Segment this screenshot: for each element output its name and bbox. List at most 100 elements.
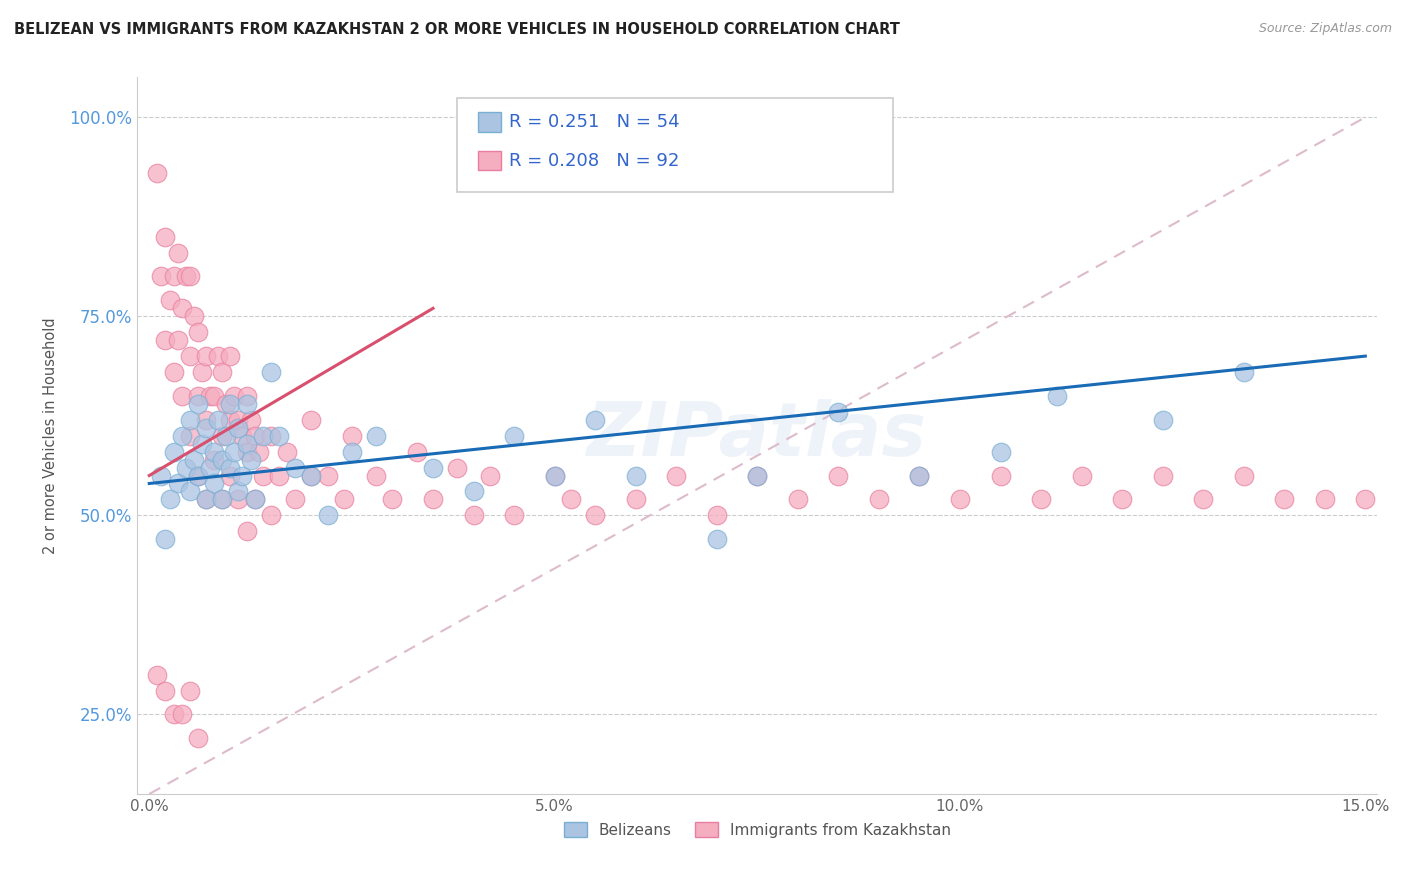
Point [170, 389, 193, 403]
Point [187, 731, 209, 746]
Point [235, 389, 257, 403]
Point [211, 492, 233, 507]
Point [235, 524, 257, 539]
Point [195, 413, 218, 427]
Point [170, 428, 193, 442]
Point [260, 428, 283, 442]
Point [187, 397, 209, 411]
Point [202, 444, 225, 458]
Point [381, 492, 404, 507]
Point [1070, 468, 1092, 483]
Point [706, 508, 728, 523]
Text: ZIPatlas: ZIPatlas [588, 400, 928, 472]
Point [174, 269, 197, 284]
Point [228, 492, 250, 507]
Point [215, 397, 238, 411]
Point [195, 421, 218, 435]
Point [231, 468, 253, 483]
Point [202, 476, 225, 491]
Point [908, 468, 931, 483]
Point [187, 325, 209, 339]
Point [174, 460, 197, 475]
Point [252, 468, 274, 483]
Point [260, 508, 283, 523]
Point [239, 452, 262, 467]
Point [949, 492, 972, 507]
Point [405, 444, 427, 458]
Point [333, 492, 356, 507]
Point [155, 229, 177, 244]
Point [211, 365, 233, 379]
Point [219, 349, 242, 363]
Y-axis label: 2 or more Vehicles in Household: 2 or more Vehicles in Household [44, 318, 58, 554]
Point [150, 269, 173, 284]
Point [195, 492, 218, 507]
Point [1152, 413, 1174, 427]
Point [166, 476, 188, 491]
Point [235, 436, 257, 450]
Point [202, 452, 225, 467]
Point [170, 301, 193, 316]
Point [207, 413, 229, 427]
Point [150, 468, 173, 483]
Point [243, 428, 266, 442]
Point [252, 428, 274, 442]
Point [198, 389, 221, 403]
Point [827, 405, 849, 419]
Point [202, 389, 225, 403]
Point [231, 428, 253, 442]
Point [422, 460, 444, 475]
Point [463, 508, 485, 523]
Point [219, 468, 242, 483]
Point [195, 349, 218, 363]
Point [267, 428, 290, 442]
Point [224, 389, 246, 403]
Point [195, 492, 218, 507]
Point [191, 436, 214, 450]
Point [786, 492, 808, 507]
Point [235, 397, 257, 411]
Point [583, 508, 606, 523]
Point [170, 707, 193, 722]
Point [990, 468, 1012, 483]
Point [179, 413, 201, 427]
Point [224, 444, 246, 458]
Point [276, 444, 298, 458]
Point [284, 492, 307, 507]
Point [159, 492, 181, 507]
Point [166, 333, 188, 347]
Point [868, 492, 890, 507]
Point [228, 413, 250, 427]
Point [162, 269, 184, 284]
Point [1029, 492, 1052, 507]
Point [219, 413, 242, 427]
Point [179, 428, 201, 442]
Point [446, 460, 468, 475]
Point [299, 413, 322, 427]
Point [624, 492, 647, 507]
Point [179, 484, 201, 499]
Point [155, 533, 177, 547]
Point [299, 468, 322, 483]
Point [166, 245, 188, 260]
Text: R = 0.251   N = 54: R = 0.251 N = 54 [509, 113, 679, 131]
Point [1192, 492, 1215, 507]
Point [243, 492, 266, 507]
Point [211, 428, 233, 442]
Point [1111, 492, 1133, 507]
Point [239, 413, 262, 427]
Point [990, 444, 1012, 458]
Point [228, 421, 250, 435]
Point [543, 468, 565, 483]
Point [340, 444, 363, 458]
Point [183, 310, 205, 324]
Point [316, 468, 339, 483]
Point [211, 452, 233, 467]
Point [503, 508, 526, 523]
Point [155, 683, 177, 698]
Point [260, 365, 283, 379]
Text: BELIZEAN VS IMMIGRANTS FROM KAZAKHSTAN 2 OR MORE VEHICLES IN HOUSEHOLD CORRELATI: BELIZEAN VS IMMIGRANTS FROM KAZAKHSTAN 2… [14, 22, 900, 37]
Point [247, 444, 270, 458]
Point [706, 533, 728, 547]
Point [179, 683, 201, 698]
